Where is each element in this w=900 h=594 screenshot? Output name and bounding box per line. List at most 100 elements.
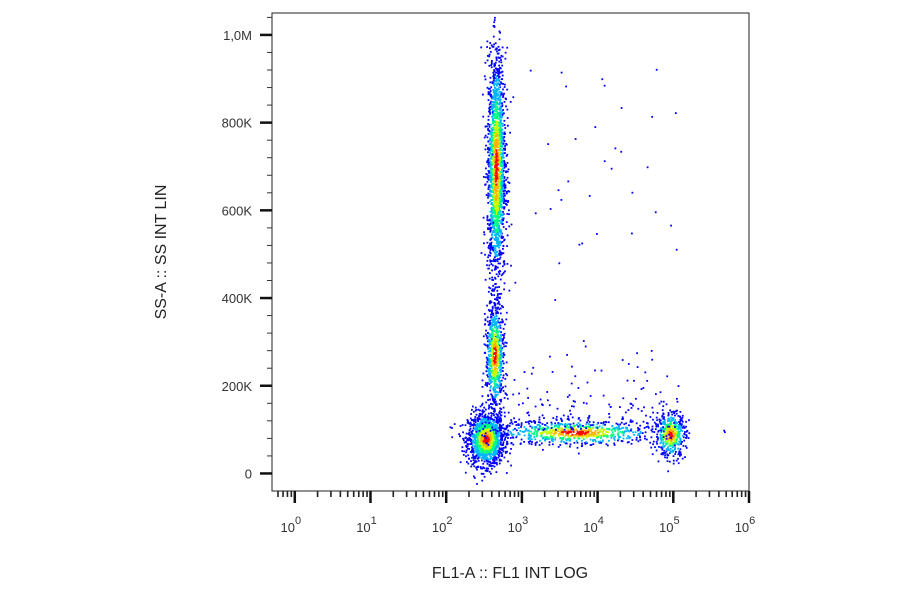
event-point (496, 296, 498, 299)
event-point (506, 234, 509, 237)
event-point (502, 366, 504, 369)
event-point (660, 453, 663, 456)
event-point (505, 155, 508, 157)
event-point (495, 382, 498, 385)
event-point (583, 429, 586, 432)
event-point (482, 466, 485, 469)
event-point (544, 438, 546, 441)
event-point (504, 147, 506, 150)
event-point (484, 452, 487, 455)
event-point (494, 184, 497, 187)
event-point (497, 52, 500, 55)
event-point (606, 444, 609, 447)
event-point (492, 120, 494, 123)
event-point (474, 418, 476, 421)
event-point (484, 148, 487, 151)
event-point (669, 423, 671, 425)
event-point (498, 91, 501, 94)
event-point (496, 375, 499, 378)
event-point (497, 414, 499, 416)
event-point (472, 455, 475, 458)
event-point (496, 355, 498, 358)
event-point (491, 420, 494, 422)
event-point (486, 180, 489, 183)
event-point (528, 420, 531, 423)
event-point (474, 445, 477, 448)
event-point (502, 356, 505, 359)
event-point (496, 329, 499, 331)
event-point (496, 321, 498, 323)
event-point (495, 346, 497, 349)
event-point (502, 362, 505, 365)
event-point (655, 424, 658, 427)
event-point (625, 422, 627, 425)
event-point (488, 55, 491, 58)
event-point (502, 152, 505, 155)
event-point (660, 423, 662, 425)
event-point (494, 441, 497, 443)
event-point (484, 384, 487, 386)
event-point (468, 438, 471, 441)
event-point (503, 112, 505, 115)
event-point (488, 148, 491, 150)
event-point (487, 348, 489, 350)
event-point (585, 441, 588, 443)
event-point (489, 189, 492, 192)
event-point (486, 440, 488, 443)
event-point (489, 95, 492, 98)
event-point (493, 315, 496, 318)
event-point (489, 451, 492, 454)
event-point (483, 231, 485, 234)
event-point (604, 434, 607, 437)
event-point (493, 227, 496, 230)
event-point (491, 168, 493, 171)
event-point (672, 444, 674, 447)
event-point (492, 184, 495, 186)
event-point (584, 443, 587, 445)
event-point (491, 343, 494, 346)
event-point (603, 433, 606, 436)
event-point (498, 133, 501, 136)
event-point (542, 437, 544, 439)
event-point (496, 233, 499, 236)
event-point (655, 441, 658, 443)
event-point (494, 318, 497, 321)
event-point (494, 97, 497, 100)
event-point (489, 87, 491, 90)
event-point (491, 352, 494, 355)
event-point (631, 420, 634, 423)
event-point (657, 460, 660, 463)
event-point (494, 166, 497, 168)
event-point (479, 444, 481, 446)
event-point (560, 429, 563, 431)
event-point (501, 198, 504, 201)
event-point (564, 423, 567, 425)
event-point (503, 198, 505, 200)
event-point (500, 54, 503, 57)
event-point (491, 45, 494, 48)
event-point (674, 453, 677, 455)
event-point (490, 213, 493, 216)
event-point (500, 419, 503, 422)
event-point (493, 220, 495, 222)
event-point (627, 430, 630, 432)
event-point (498, 215, 501, 218)
event-point (490, 215, 492, 217)
event-point (498, 246, 500, 249)
event-point (551, 436, 554, 439)
event-point (501, 444, 504, 446)
event-point (486, 460, 488, 463)
event-point (495, 449, 498, 452)
event-point (491, 359, 494, 361)
event-point (471, 456, 473, 459)
event-point (477, 459, 480, 462)
event-point (500, 455, 503, 457)
event-point (483, 457, 486, 459)
event-point (587, 431, 589, 433)
event-point (622, 437, 625, 440)
event-point (489, 325, 492, 328)
event-point (661, 415, 664, 418)
event-point (673, 412, 675, 415)
event-point (487, 429, 490, 432)
event-point (550, 423, 553, 426)
